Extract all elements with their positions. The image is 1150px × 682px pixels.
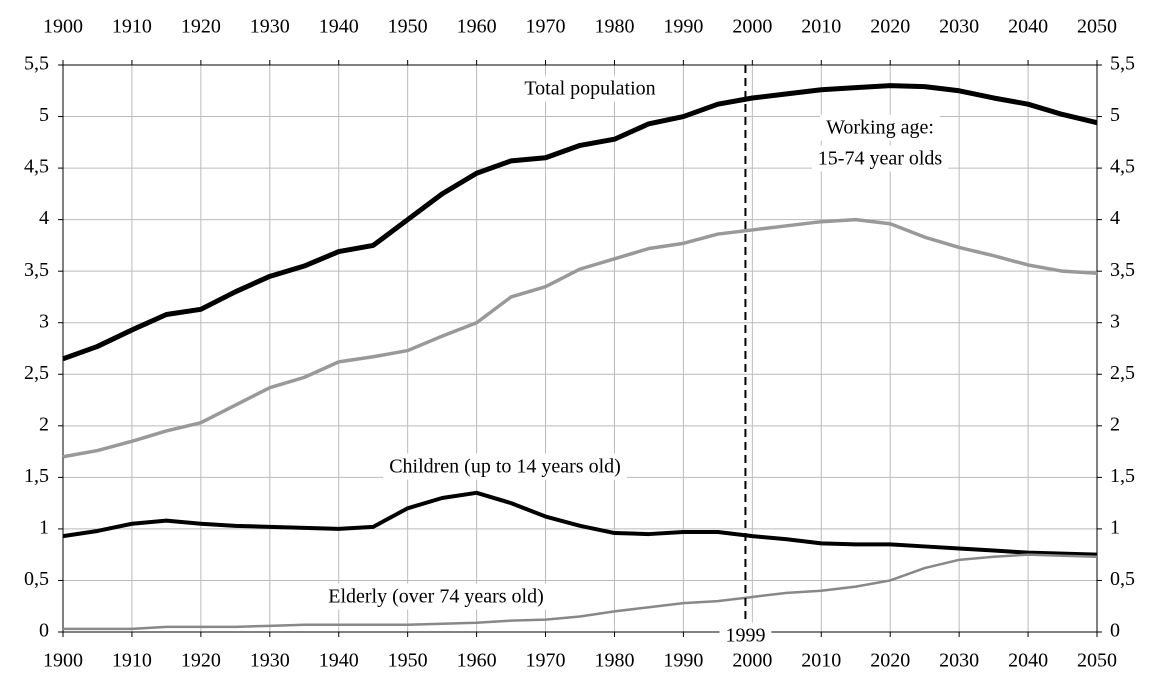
x-tick-label: 2030 — [939, 650, 979, 672]
x-top-tick-label: 1970 — [526, 16, 566, 38]
x-top-tick-label: 1950 — [388, 16, 428, 38]
y-tick-label: 3,5 — [24, 259, 49, 281]
series-line — [63, 553, 1098, 631]
y-tick-label: 2 — [39, 413, 49, 435]
x-top-tick-label: 1930 — [250, 16, 290, 38]
y2-tick-label: 5,5 — [1110, 53, 1135, 75]
x-top-tick-label: 1920 — [181, 16, 221, 38]
y-tick-label: 0 — [39, 620, 49, 642]
x-top-tick-label: 1990 — [663, 16, 703, 38]
series-label: Working age: — [826, 117, 934, 139]
x-tick-label: 1960 — [457, 650, 497, 672]
label-background — [383, 453, 627, 480]
x-top-tick-label: 2020 — [870, 16, 910, 38]
x-tick-label: 1900 — [43, 650, 83, 672]
y2-tick-label: 5 — [1110, 104, 1120, 126]
y2-tick-label: 0,5 — [1110, 568, 1135, 590]
y-tick-label: 4,5 — [24, 156, 49, 178]
y-tick-label: 0,5 — [24, 568, 49, 590]
label-background — [811, 145, 949, 172]
x-tick-label: 2050 — [1077, 650, 1117, 672]
x-tick-label: 1910 — [112, 650, 152, 672]
x-tick-label: 2010 — [801, 650, 841, 672]
x-tick-label: 2020 — [870, 650, 910, 672]
x-tick-label: 1980 — [594, 650, 634, 672]
y2-tick-label: 3 — [1110, 310, 1120, 332]
y2-tick-label: 2 — [1110, 413, 1120, 435]
x-top-tick-label: 2030 — [939, 16, 979, 38]
y-tick-label: 5 — [39, 104, 49, 126]
y2-tick-label: 0 — [1110, 620, 1120, 642]
x-tick-label: 1990 — [663, 650, 703, 672]
y-tick-label: 1,5 — [24, 465, 49, 487]
y2-tick-label: 2,5 — [1110, 362, 1135, 384]
y-tick-label: 5,5 — [24, 53, 49, 75]
y2-tick-label: 1 — [1110, 517, 1120, 539]
series-line — [62, 490, 1098, 557]
x-tick-label: 2000 — [732, 650, 772, 672]
marker-label: 1999 — [725, 625, 765, 647]
y-tick-label: 3 — [39, 310, 49, 332]
x-tick-label: 1940 — [319, 650, 359, 672]
label-background — [322, 583, 550, 610]
x-tick-label: 2040 — [1008, 650, 1048, 672]
x-tick-label: 1920 — [181, 650, 221, 672]
y2-tick-label: 4,5 — [1110, 156, 1135, 178]
x-top-tick-label: 1910 — [112, 16, 152, 38]
plot-frame — [62, 64, 1098, 633]
x-top-tick-label: 1960 — [457, 16, 497, 38]
label-background — [719, 622, 772, 649]
x-top-tick-label: 1900 — [43, 16, 83, 38]
annotation: 15-74 year olds — [818, 148, 943, 170]
x-top-tick-label: 2010 — [801, 16, 841, 38]
y-tick-label: 1 — [39, 517, 49, 539]
x-top-tick-label: 2000 — [732, 16, 772, 38]
y-tick-label: 2,5 — [24, 362, 49, 384]
series-line — [62, 217, 1098, 459]
x-top-tick-label: 2050 — [1077, 16, 1117, 38]
x-top-tick-label: 1940 — [319, 16, 359, 38]
y2-tick-label: 1,5 — [1110, 465, 1135, 487]
label-background — [518, 75, 662, 102]
series-label: Elderly (over 74 years old) — [328, 586, 543, 608]
y2-tick-label: 3,5 — [1110, 259, 1135, 281]
x-top-tick-label: 2040 — [1008, 16, 1048, 38]
x-tick-label: 1950 — [388, 650, 428, 672]
y-tick-label: 4 — [39, 207, 49, 229]
x-top-tick-label: 1980 — [594, 16, 634, 38]
label-background — [820, 114, 940, 141]
series-label: Total population — [524, 78, 655, 100]
x-tick-label: 1970 — [526, 650, 566, 672]
series-line — [62, 83, 1098, 362]
y2-tick-label: 4 — [1110, 207, 1120, 229]
series-label: Children (up to 14 years old) — [389, 456, 621, 478]
x-tick-label: 1930 — [250, 650, 290, 672]
